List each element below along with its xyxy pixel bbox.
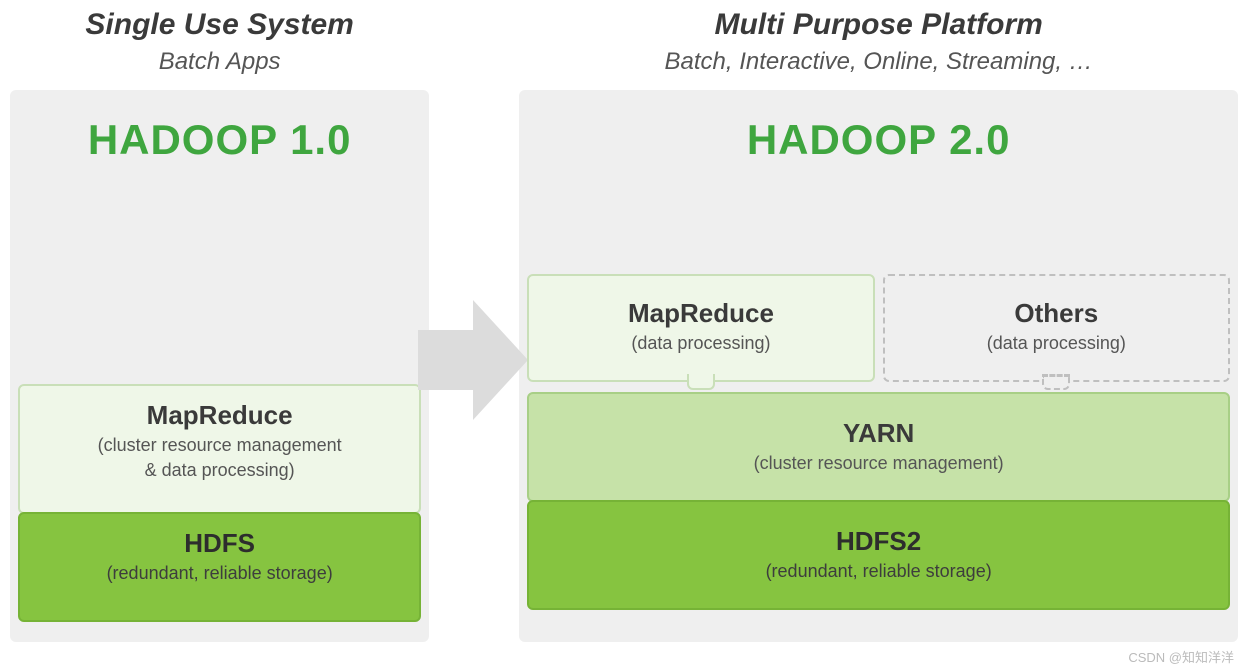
hadoop2-stack: MapReduce (data processing) Others (data… (527, 184, 1230, 610)
hadoop2-panel: HADOOP 2.0 MapReduce (data processing) O… (519, 90, 1238, 642)
arrow-icon (418, 300, 528, 420)
hadoop2-hdfs-sub: (redundant, reliable storage) (539, 561, 1218, 582)
right-header-title: Multi Purpose Platform (714, 8, 1042, 42)
watermark-text: CSDN @知知洋洋 (1128, 647, 1234, 666)
hadoop1-mapreduce-layer: MapReduce (cluster resource management &… (18, 384, 421, 514)
hadoop1-hdfs-title: HDFS (30, 528, 409, 559)
hadoop2-yarn-title: YARN (539, 418, 1218, 449)
hadoop2-mapreduce-box: MapReduce (data processing) (527, 274, 874, 382)
hadoop2-title: HADOOP 2.0 (519, 90, 1238, 184)
notch-icon (687, 374, 715, 390)
hadoop1-title: HADOOP 1.0 (10, 90, 429, 184)
hadoop2-yarn-sub: (cluster resource management) (539, 453, 1218, 474)
hadoop2-others-box: Others (data processing) (883, 274, 1230, 382)
right-column: Multi Purpose Platform Batch, Interactiv… (519, 0, 1238, 642)
hadoop1-stack: MapReduce (cluster resource management &… (18, 184, 421, 622)
hadoop2-hdfs-title: HDFS2 (539, 526, 1218, 557)
hadoop2-top-row: MapReduce (data processing) Others (data… (527, 274, 1230, 382)
left-header-title: Single Use System (85, 8, 353, 42)
hadoop2-others-sub: (data processing) (895, 333, 1218, 354)
left-header-sub: Batch Apps (159, 48, 281, 76)
hadoop2-mapreduce-sub: (data processing) (539, 333, 862, 354)
hadoop2-yarn-layer: YARN (cluster resource management) (527, 392, 1230, 502)
hadoop2-hdfs-layer: HDFS2 (redundant, reliable storage) (527, 500, 1230, 610)
hadoop1-panel: HADOOP 1.0 MapReduce (cluster resource m… (10, 90, 429, 642)
hadoop2-mapreduce-title: MapReduce (539, 298, 862, 329)
hadoop1-mapreduce-sub1: (cluster resource management (30, 435, 409, 456)
right-header-sub: Batch, Interactive, Online, Streaming, … (665, 48, 1093, 76)
hadoop1-hdfs-sub: (redundant, reliable storage) (30, 563, 409, 584)
hadoop2-others-title: Others (895, 298, 1218, 329)
left-column: Single Use System Batch Apps HADOOP 1.0 … (10, 0, 429, 642)
hadoop1-mapreduce-sub2: & data processing) (30, 460, 409, 481)
hadoop1-mapreduce-title: MapReduce (30, 400, 409, 431)
notch-icon (1042, 374, 1070, 390)
hadoop1-hdfs-layer: HDFS (redundant, reliable storage) (18, 512, 421, 622)
